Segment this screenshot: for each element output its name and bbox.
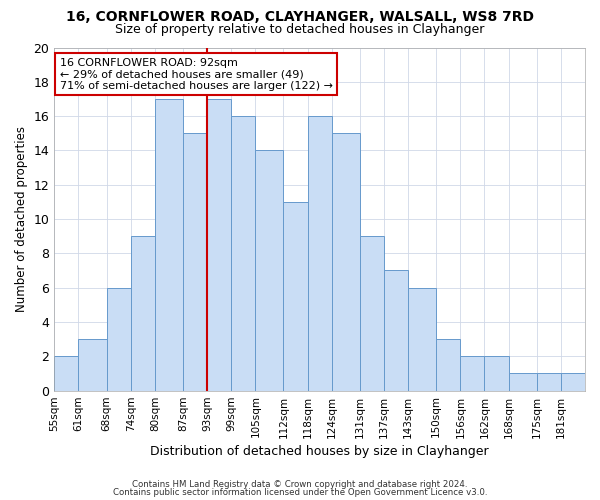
Bar xyxy=(332,134,360,390)
Bar xyxy=(561,374,585,390)
Bar xyxy=(107,288,131,391)
Bar xyxy=(131,236,155,390)
Text: 16 CORNFLOWER ROAD: 92sqm
← 29% of detached houses are smaller (49)
71% of semi-: 16 CORNFLOWER ROAD: 92sqm ← 29% of detac… xyxy=(59,58,332,91)
Bar xyxy=(460,356,484,390)
Y-axis label: Number of detached properties: Number of detached properties xyxy=(15,126,28,312)
Bar xyxy=(283,202,308,390)
Bar xyxy=(384,270,408,390)
Bar xyxy=(360,236,384,390)
X-axis label: Distribution of detached houses by size in Clayhanger: Distribution of detached houses by size … xyxy=(151,444,489,458)
Bar xyxy=(436,339,460,390)
Text: Contains HM Land Registry data © Crown copyright and database right 2024.: Contains HM Land Registry data © Crown c… xyxy=(132,480,468,489)
Bar xyxy=(537,374,561,390)
Bar xyxy=(231,116,256,390)
Bar xyxy=(79,339,107,390)
Bar xyxy=(308,116,332,390)
Bar xyxy=(256,150,283,390)
Bar xyxy=(54,356,79,390)
Bar xyxy=(183,134,207,390)
Bar xyxy=(408,288,436,391)
Bar xyxy=(509,374,537,390)
Bar xyxy=(155,99,183,390)
Bar xyxy=(207,99,231,390)
Text: 16, CORNFLOWER ROAD, CLAYHANGER, WALSALL, WS8 7RD: 16, CORNFLOWER ROAD, CLAYHANGER, WALSALL… xyxy=(66,10,534,24)
Text: Contains public sector information licensed under the Open Government Licence v3: Contains public sector information licen… xyxy=(113,488,487,497)
Bar xyxy=(484,356,509,390)
Text: Size of property relative to detached houses in Clayhanger: Size of property relative to detached ho… xyxy=(115,22,485,36)
